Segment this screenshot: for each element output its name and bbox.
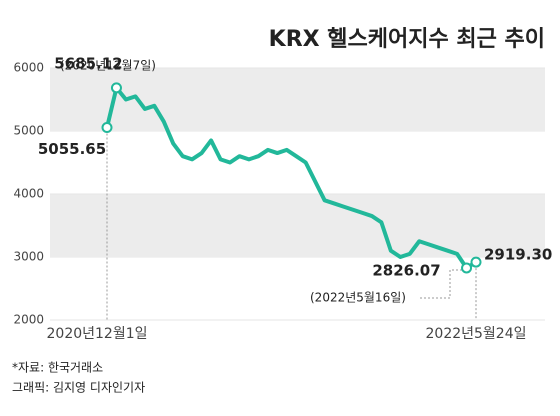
- chart-title: KRX 헬스케어지수 최근 추이: [269, 27, 545, 52]
- x-tick-label: 2020년12월1일: [47, 326, 148, 342]
- y-tick-label: 4000: [13, 187, 44, 201]
- y-tick-label: 6000: [13, 61, 44, 75]
- connector: [420, 269, 466, 299]
- annotation: (2022년5월16일): [310, 291, 406, 305]
- point: [110, 82, 122, 94]
- point: [461, 262, 473, 274]
- point: [101, 121, 113, 133]
- data-label: 2919.30: [484, 246, 552, 264]
- x-tick-label: 2022년5월24일: [426, 326, 527, 342]
- data-label: 2826.07: [372, 261, 440, 279]
- data-label: 5055.65: [38, 140, 106, 158]
- bands: [50, 67, 545, 321]
- point: [470, 256, 482, 268]
- credit: 그래픽: 김지영 디자인기자: [12, 381, 145, 395]
- band: [50, 68, 545, 131]
- y-tick-label: 5000: [13, 124, 44, 138]
- data-label: 5685.12: [54, 54, 122, 72]
- y-tick-label: 3000: [13, 250, 44, 264]
- annotation: (2020년12월7일): [60, 59, 156, 73]
- y-tick-label: 2000: [13, 313, 44, 327]
- line: [105, 85, 478, 270]
- source: *자료: 한국거래소: [12, 361, 103, 375]
- band: [50, 194, 545, 257]
